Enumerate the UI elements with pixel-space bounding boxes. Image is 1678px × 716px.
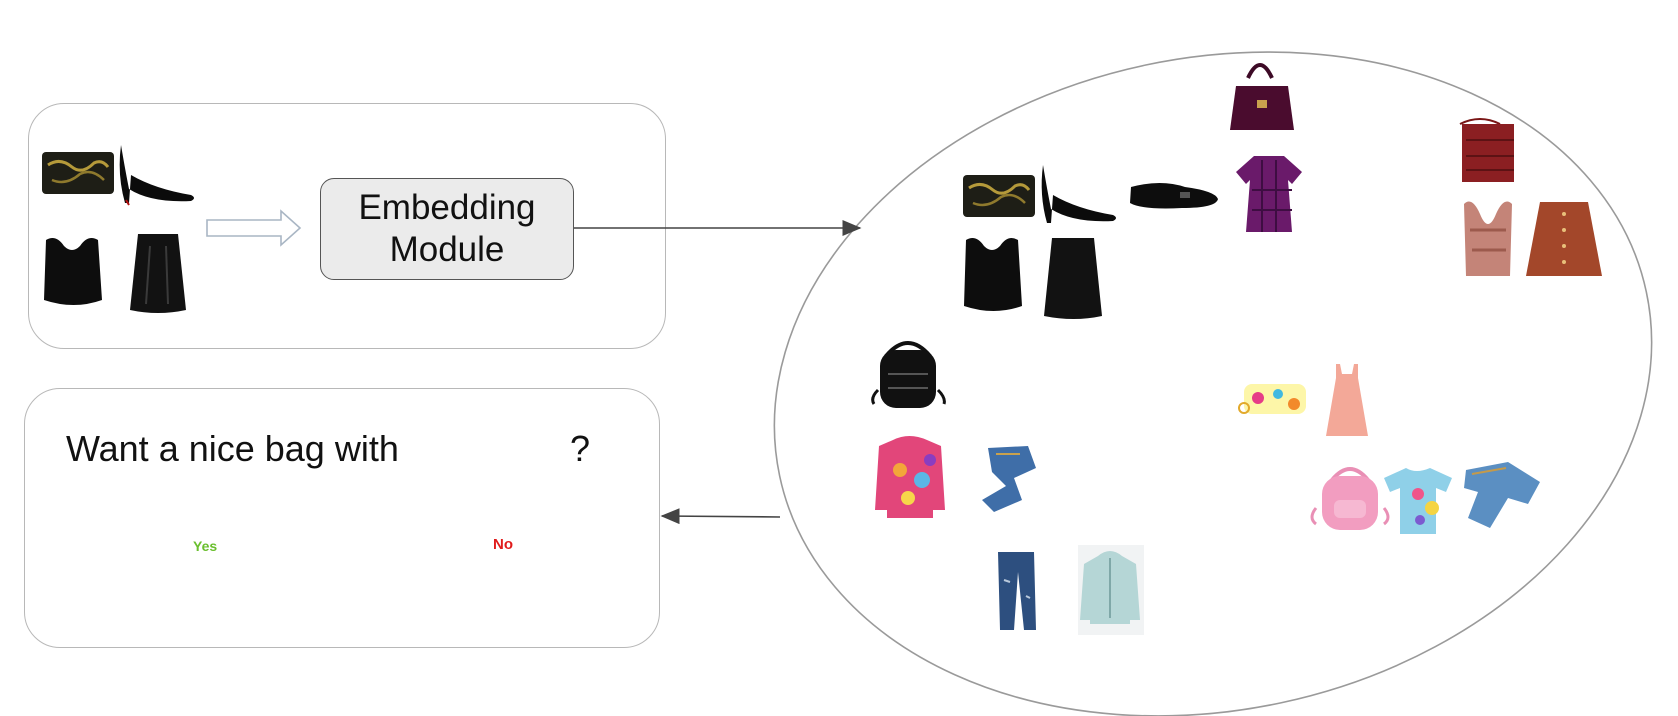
black-skirt-icon xyxy=(1044,238,1102,319)
embedding-module: Embedding Module xyxy=(320,178,574,280)
high-heel-icon xyxy=(119,145,194,206)
red-fringe-bag-icon xyxy=(1459,118,1514,182)
brown-skirt-icon xyxy=(1526,202,1602,276)
print-tshirt-icon xyxy=(1384,468,1452,534)
floral-top-icon xyxy=(1464,201,1512,276)
module-label-line2: Module xyxy=(389,230,505,269)
plaid-dress-icon xyxy=(1236,156,1302,232)
pink-backpack-icon xyxy=(1310,467,1390,530)
clutch-icon xyxy=(963,175,1035,217)
handbag-icon xyxy=(1230,63,1294,130)
jacket-icon xyxy=(1078,545,1144,635)
high-heel-icon xyxy=(1041,165,1116,223)
black-backpack-icon xyxy=(871,341,946,408)
pouch-icon xyxy=(1238,384,1306,414)
clutch-icon xyxy=(42,152,114,194)
pink-dress-icon xyxy=(1326,364,1368,436)
denim-shorts-icon xyxy=(1464,462,1540,528)
query-panel xyxy=(24,388,660,648)
query-question-mark: ? xyxy=(570,428,591,469)
folded-jeans-icon xyxy=(982,446,1036,512)
black-top-icon xyxy=(964,238,1022,311)
yes-label: Yes xyxy=(193,538,218,554)
query-text: Want a nice bag with xyxy=(66,428,399,469)
jeans-icon xyxy=(998,552,1036,630)
black-skirt-icon xyxy=(130,234,186,313)
black-top-icon xyxy=(44,238,102,305)
hollow-arrow xyxy=(206,209,302,247)
embedding-space-ellipse xyxy=(773,51,1653,716)
floral-hoodie-icon xyxy=(875,436,945,518)
module-label-line1: Embedding xyxy=(358,188,536,227)
loafer-icon xyxy=(1130,183,1218,209)
no-label: No xyxy=(493,536,513,553)
space-to-query-arrow xyxy=(660,508,781,525)
